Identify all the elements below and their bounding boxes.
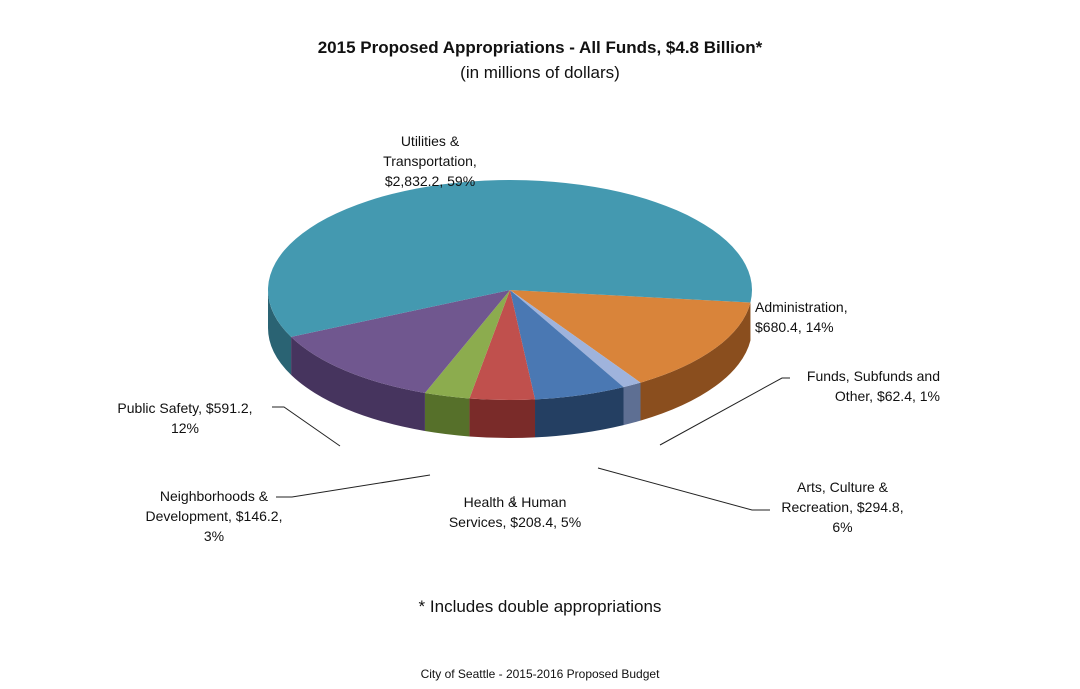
chart-title: 2015 Proposed Appropriations - All Funds… — [317, 38, 763, 57]
pie-slice-side — [291, 336, 425, 431]
pie-slice — [291, 290, 510, 393]
leader-arts-culture — [597, 467, 770, 511]
slice-label-line: Public Safety, $591.2, — [117, 400, 253, 416]
pie-slice-side — [535, 387, 624, 438]
slice-label-line: Development, $146.2, — [145, 508, 283, 524]
pie-slice — [510, 290, 624, 400]
pie-slice-side — [623, 382, 641, 426]
leader-funds-subfunds — [659, 377, 790, 446]
slice-label-line: Transportation, — [383, 153, 477, 169]
label-public-safety: Public Safety, $591.2, 12% — [100, 398, 270, 438]
pie-slice — [469, 290, 536, 400]
slice-label-line: Services, $208.4, 5% — [448, 514, 582, 530]
slice-label-line: $680.4, 14% — [755, 319, 834, 335]
label-funds-subfunds-other: Funds, Subfunds and Other, $62.4, 1% — [790, 366, 940, 406]
slice-label-line: 3% — [203, 528, 225, 544]
pie-side-layer — [268, 290, 751, 438]
pie-slice-side — [268, 290, 292, 375]
slice-label-line: Utilities & — [400, 133, 460, 149]
label-administration: Administration, $680.4, 14% — [755, 297, 848, 337]
label-health-human-services: Health & Human Services, $208.4, 5% — [430, 492, 600, 532]
slice-label-line: Administration, — [755, 299, 848, 315]
label-neighborhoods-development: Neighborhoods & Development, $146.2, 3% — [140, 486, 288, 546]
pie-slice — [268, 180, 753, 337]
leader-public-safety — [272, 406, 341, 447]
pie-slice-side — [469, 398, 536, 438]
label-arts-culture-recreation: Arts, Culture & Recreation, $294.8, 6% — [760, 477, 925, 537]
label-utilities-transportation: Utilities & Transportation, $2,832.2, 59% — [340, 131, 520, 191]
pie-slice — [424, 290, 510, 399]
pie-slice — [510, 290, 751, 383]
slice-label-line: Other, $62.4, 1% — [834, 388, 940, 404]
footnote: * Includes double appropriations — [418, 597, 662, 616]
slice-label-line: Neighborhoods & — [159, 488, 269, 504]
leader-neighborhoods — [276, 474, 431, 498]
slice-label-line: Funds, Subfunds and — [806, 368, 940, 384]
pie-slice — [510, 290, 641, 388]
pie-slice-side — [640, 302, 751, 421]
slice-label-line: 12% — [170, 420, 200, 436]
chart-subtitle: (in millions of dollars) — [460, 63, 620, 82]
pie-slice-side — [424, 392, 470, 437]
pie-top-layer — [268, 180, 753, 400]
slice-label-line: 6% — [832, 519, 853, 535]
slice-label-line: Recreation, $294.8, — [781, 499, 904, 515]
slice-label-line: Arts, Culture & — [796, 479, 889, 495]
page-footer: City of Seattle - 2015-2016 Proposed Bud… — [420, 667, 660, 681]
slice-label-line: Health & Human — [463, 494, 567, 510]
slice-label-line: $2,832.2, 59% — [384, 173, 476, 189]
